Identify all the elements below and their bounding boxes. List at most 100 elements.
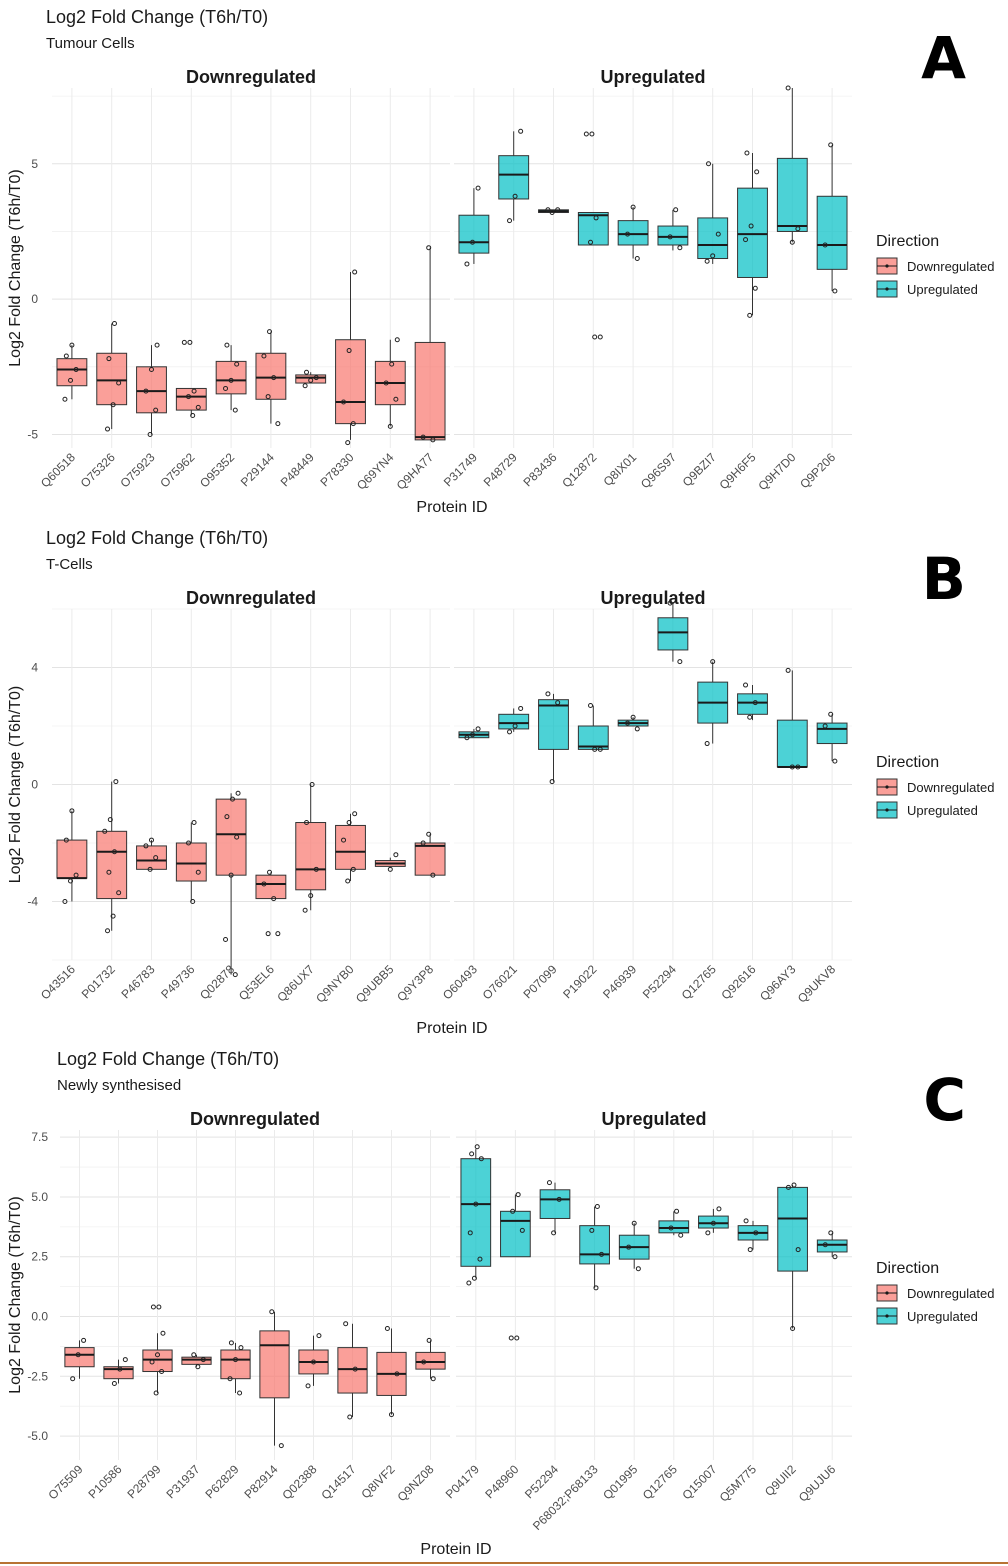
data-point [556, 1196, 562, 1202]
data-point [111, 1380, 117, 1386]
data-point [143, 388, 149, 394]
x-axis-title: Protein ID [416, 1020, 487, 1037]
box-body [458, 214, 490, 254]
box-q02388 [298, 1333, 329, 1389]
box-q12765 [658, 1208, 690, 1238]
data-point [747, 312, 753, 318]
data-point [822, 1242, 828, 1248]
data-point [149, 1359, 155, 1365]
data-point [75, 1352, 81, 1358]
data-point [389, 1412, 394, 1418]
data-point [228, 1340, 234, 1346]
box-body [103, 1366, 134, 1380]
panel-letter: A [921, 24, 966, 92]
facet-label: Downregulated [186, 67, 316, 87]
data-point [473, 1201, 479, 1207]
data-point [549, 210, 555, 216]
panel-a: Log2 Fold Change (T6h/T0) Tumour Cells A Lo… [7, 7, 994, 516]
box-p31937 [181, 1352, 212, 1370]
data-point [832, 1254, 838, 1260]
data-point [667, 600, 673, 606]
box-body [335, 339, 366, 425]
box-body [498, 155, 530, 200]
data-point [155, 1352, 160, 1358]
data-point [394, 1371, 400, 1377]
box-body [658, 1220, 690, 1234]
box-body [414, 842, 446, 876]
data-point [235, 790, 241, 796]
data-point [795, 764, 801, 770]
data-point [195, 1364, 201, 1370]
panel-subtitle: T-Cells [46, 556, 93, 573]
box-body [96, 830, 128, 900]
box-p29144 [255, 329, 287, 427]
x-axis-title: Protein ID [416, 499, 487, 516]
legend-title: Direction [876, 1260, 939, 1277]
box-body [215, 360, 247, 395]
facet-label: Downregulated [190, 1109, 320, 1129]
data-point [304, 369, 310, 375]
box-q9uju6 [816, 1230, 848, 1260]
data-point [107, 817, 113, 823]
data-point [105, 426, 111, 432]
y-axis-title: Log2 Fold Change (T6h/T0) [7, 1196, 24, 1393]
data-point [478, 1156, 484, 1162]
legend-label: Downregulated [907, 780, 994, 795]
box-p04179 [460, 1144, 492, 1286]
legend-item-downregulated: Downregulated [876, 1284, 994, 1302]
data-point [668, 1225, 674, 1231]
data-point [308, 377, 314, 383]
data-point [744, 150, 750, 156]
data-point [341, 399, 347, 405]
data-point [73, 367, 79, 373]
data-point [426, 831, 432, 837]
box-q14517 [337, 1321, 368, 1420]
data-point [308, 893, 314, 899]
data-point [599, 1251, 605, 1257]
box-body [500, 1210, 531, 1258]
panel-subtitle: Newly synthesised [57, 1077, 181, 1094]
data-point [350, 866, 356, 872]
box-q9h7d0 [776, 85, 808, 245]
box-q9y3p8 [414, 831, 446, 878]
data-point [154, 342, 160, 348]
data-point [347, 1414, 353, 1420]
box-body [498, 713, 530, 730]
data-point [715, 231, 721, 237]
data-point [464, 261, 470, 267]
box-body [538, 699, 569, 750]
data-point [62, 396, 68, 402]
data-point [630, 714, 636, 720]
legend-item-downregulated: Downregulated [876, 257, 994, 275]
data-point [186, 394, 192, 400]
box-body [579, 1225, 610, 1265]
data-point [106, 869, 112, 875]
data-point [81, 1337, 87, 1343]
box-o75326 [96, 320, 128, 432]
data-point [634, 256, 640, 262]
data-point [512, 193, 518, 199]
data-point [150, 1304, 156, 1310]
data-point [149, 837, 154, 843]
data-point [68, 878, 74, 884]
legend-item-upregulated: Upregulated [876, 1307, 978, 1325]
data-point [313, 866, 319, 872]
data-point [795, 1247, 801, 1253]
panel-title: Log2 Fold Change (T6h/T0) [46, 7, 268, 27]
box-body [776, 157, 808, 232]
data-point [592, 334, 598, 340]
data-point [677, 659, 683, 665]
box-body [259, 1330, 290, 1399]
data-point [224, 342, 230, 348]
box-p46939 [617, 714, 649, 732]
box-q9bzi7 [697, 161, 729, 264]
box-o76021 [498, 705, 530, 735]
legend-key-point [885, 785, 889, 789]
data-point [345, 878, 351, 884]
data-point [743, 682, 749, 688]
y-tick-label: 2.5 [31, 1250, 48, 1264]
box-body [220, 1349, 251, 1380]
box-body [64, 1347, 95, 1368]
data-point [111, 320, 117, 326]
data-point [106, 356, 112, 362]
